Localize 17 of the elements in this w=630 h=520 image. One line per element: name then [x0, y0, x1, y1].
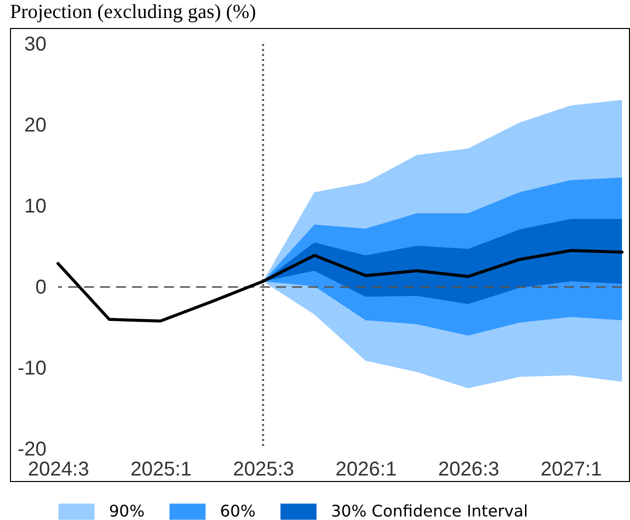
y-tick-label: 0	[35, 276, 46, 298]
x-tick-label: 2025:3	[233, 458, 294, 480]
y-tick-label: 20	[24, 114, 46, 136]
line-series	[56, 249, 624, 323]
y-tick-label: -10	[18, 358, 46, 380]
y-tick-label: -20	[18, 438, 46, 460]
x-tick-label: 2024:3	[28, 458, 90, 480]
y-tick-label: 30	[24, 34, 46, 56]
x-tick-label: 2026:3	[438, 458, 500, 480]
legend-label: 30% Confidence Interval	[331, 502, 528, 520]
legend-label: 60%	[220, 502, 256, 520]
x-tick-label: 2025:1	[130, 458, 192, 480]
y-tick-label: 10	[24, 196, 46, 218]
x-tick-label: 2027:1	[540, 458, 602, 480]
chart-title: Projection (excluding gas) (%)	[10, 1, 256, 23]
legend-label: 90%	[109, 502, 145, 520]
x-tick-label: 2026:1	[336, 458, 397, 480]
